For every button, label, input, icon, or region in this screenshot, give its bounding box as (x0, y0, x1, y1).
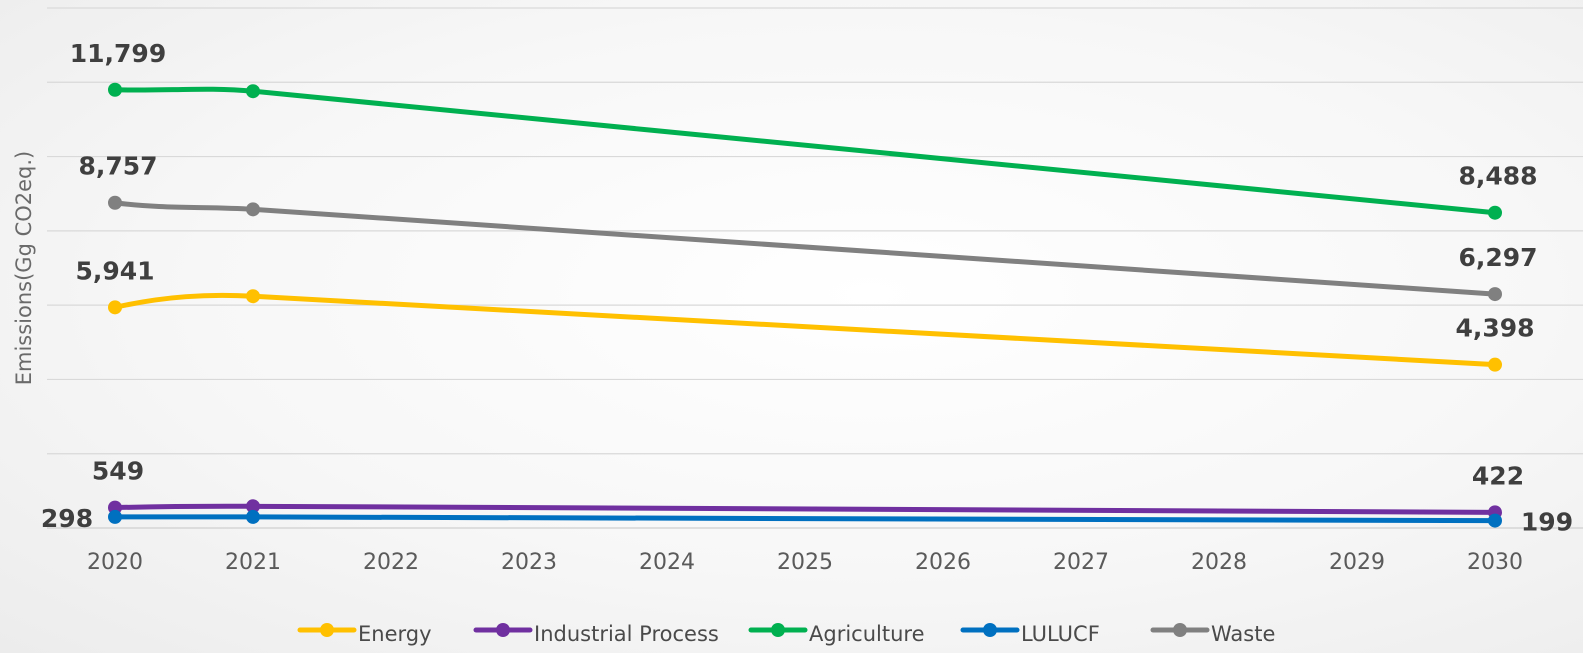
legend-swatch-marker (771, 623, 785, 637)
gridlines (47, 7, 1583, 529)
x-tick-label: 2025 (777, 550, 833, 575)
data-point (108, 509, 122, 524)
legend-label: Waste (1211, 622, 1275, 646)
data-label: 422 (1472, 461, 1524, 490)
data-label: 199 (1521, 508, 1573, 537)
data-point (246, 509, 260, 524)
x-tick-label: 2028 (1191, 550, 1247, 575)
legend-swatch-marker (320, 623, 334, 637)
data-point (108, 82, 122, 97)
x-tick-label: 2020 (87, 550, 143, 575)
legend-swatch-marker (1173, 623, 1187, 637)
data-point (246, 499, 260, 514)
x-tick-label: 2021 (225, 550, 281, 575)
legend-swatch-marker (496, 623, 510, 637)
data-label: 8,757 (78, 152, 157, 181)
x-tick-label: 2026 (915, 550, 971, 575)
data-point (246, 202, 260, 217)
x-tick-label: 2023 (501, 550, 557, 575)
legend-item: LULUCF (960, 622, 1100, 646)
data-labels: 5,941 4,398 549 422 11,799 8,488 298 199 8,757 6,… (41, 39, 1573, 537)
legend-item: Energy (297, 622, 432, 646)
data-point (108, 195, 122, 210)
x-tick-label: 2024 (639, 550, 695, 575)
series-line (112, 503, 1498, 515)
series-line (112, 86, 1498, 216)
data-point (246, 84, 260, 99)
data-point (246, 289, 260, 304)
x-axis-ticks: 2020 2021 2022 2023 2024 2025 2026 2027 2028 2029… (87, 550, 1523, 575)
series-points (108, 82, 1502, 528)
data-point (1488, 287, 1502, 302)
data-point (1488, 357, 1502, 372)
legend-label: Industrial Process (534, 622, 719, 646)
data-point (1488, 205, 1502, 220)
legend-item: Agriculture (748, 622, 925, 646)
legend-item: Waste (1150, 622, 1275, 646)
x-tick-label: 2030 (1467, 550, 1523, 575)
legend-label: Agriculture (809, 622, 925, 646)
legend-item: Industrial Process (473, 622, 719, 646)
legend-label: Energy (358, 622, 432, 646)
series-line (112, 200, 1498, 297)
x-tick-label: 2022 (363, 550, 419, 575)
x-tick-label: 2027 (1053, 550, 1109, 575)
data-label: 549 (92, 457, 144, 486)
series-line (112, 292, 1498, 368)
series-line (112, 514, 1498, 524)
data-point (1488, 513, 1502, 528)
x-tick-label: 2029 (1329, 550, 1385, 575)
y-axis-label: Emissions(Gg CO2eq.) (12, 151, 36, 386)
data-label: 6,297 (1458, 243, 1537, 272)
data-label: 4,398 (1455, 314, 1534, 343)
data-label: 5,941 (75, 256, 154, 285)
data-label: 11,799 (70, 39, 166, 68)
legend: Energy Industrial Process Agriculture LULUC… (297, 622, 1275, 646)
data-label: 8,488 (1458, 162, 1537, 191)
data-point (108, 300, 122, 315)
legend-swatch-marker (983, 623, 997, 637)
data-label: 298 (41, 504, 93, 533)
legend-label: LULUCF (1021, 622, 1100, 646)
